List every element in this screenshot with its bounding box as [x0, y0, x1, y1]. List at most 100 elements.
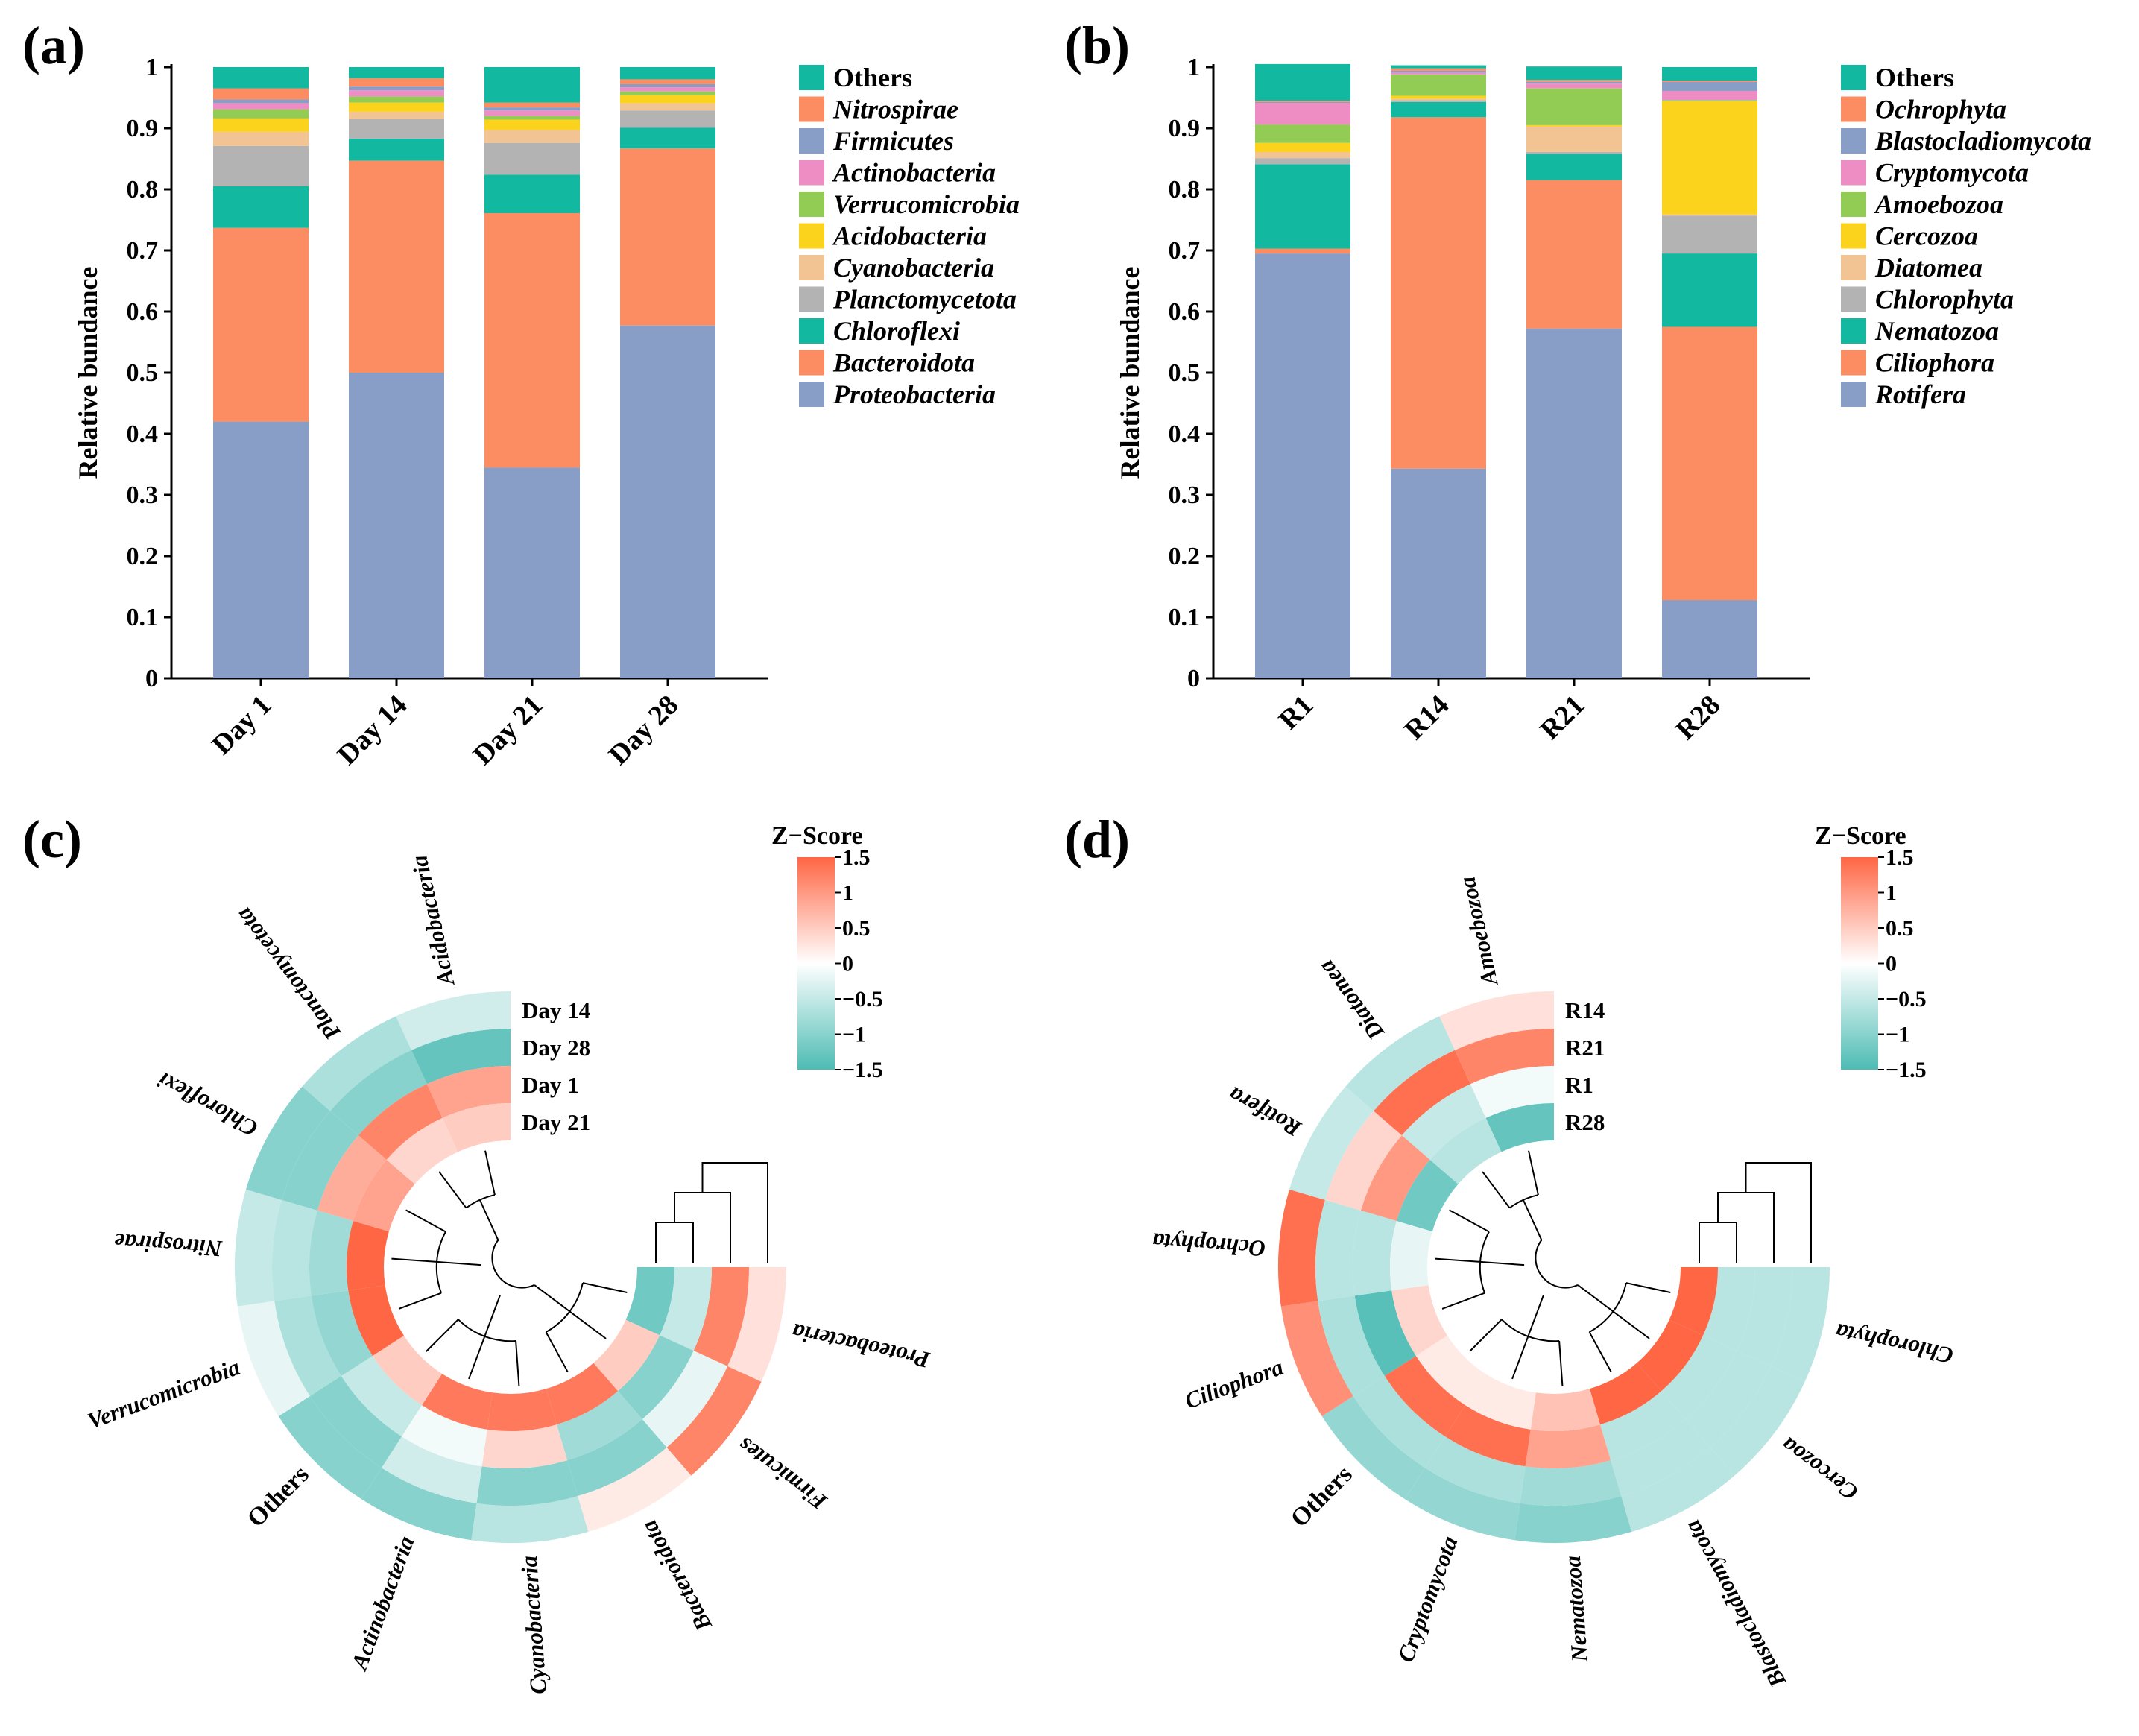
legend-label: Ciliophora: [1875, 348, 1994, 378]
row-dendrogram: [1717, 1192, 1775, 1263]
legend-swatch: [1841, 160, 1866, 186]
heat-cell: [1415, 1335, 1486, 1406]
heat-cell: [281, 1111, 358, 1211]
heat-cell: [1685, 1351, 1772, 1448]
x-tick-label: R28: [1669, 689, 1726, 746]
heat-cell: [1345, 1016, 1456, 1111]
heat-cell: [1324, 1111, 1402, 1211]
colorbar-tick-label: −0.5: [1886, 987, 1927, 1011]
heat-cell: [426, 1066, 511, 1118]
bar-segment-firmicutes: [484, 107, 580, 111]
bar-segment-bacteroidota: [213, 227, 309, 422]
bar-segment-nematozoa: [1526, 154, 1622, 180]
legend-swatch: [799, 128, 824, 154]
bar-segment-cercozoa: [1526, 124, 1622, 127]
column-label: Chlorophyta: [1833, 1319, 1956, 1369]
bar-segment-blastocladiomycota: [1255, 101, 1350, 104]
column-label: Verrucomicrobia: [83, 1354, 243, 1434]
y-tick-label: 0.3: [127, 482, 159, 509]
y-tick-label: 0.9: [1169, 115, 1201, 142]
panel-label: (d): [1064, 809, 1130, 869]
heat-cell: [311, 1290, 373, 1376]
y-tick-label: 0.8: [127, 176, 159, 203]
heat-cell: [1360, 1135, 1430, 1222]
heat-cell: [1439, 991, 1554, 1050]
colorbar-tick-label: −0.5: [842, 987, 883, 1011]
dendrogram-branch: [484, 1295, 501, 1337]
y-tick-label: 1: [1187, 54, 1200, 81]
legend-swatch: [1841, 318, 1866, 344]
heat-cell: [348, 1285, 404, 1356]
legend-swatch: [1841, 96, 1866, 122]
bar-segment-diatomea: [1662, 214, 1757, 216]
colorbar-tick-label: 1.5: [842, 845, 871, 870]
bar-segment-cryptomycota: [1526, 83, 1622, 89]
bar-segment-cyanobacteria: [213, 131, 309, 146]
heat-cell: [476, 1460, 578, 1506]
dendrogram-branch: [484, 1150, 496, 1196]
bar-segment-blastocladiomycota: [1662, 81, 1757, 91]
dendrogram-branch: [468, 1336, 486, 1380]
heat-cell: [1315, 1199, 1361, 1301]
legend-label: Blastocladiomycota: [1874, 126, 2091, 156]
heat-cell: [1485, 1103, 1554, 1152]
bar-segment-ochrophyta: [1391, 68, 1486, 71]
column-label: Ciliophora: [1181, 1354, 1286, 1414]
bar-segment-verrucomicrobia: [213, 109, 309, 119]
bar-segment-planctomycetota: [213, 145, 309, 186]
y-tick-label: 0.1: [127, 604, 159, 631]
legend-swatch: [799, 286, 824, 312]
column-label: Cercozoa: [1776, 1432, 1862, 1506]
bar-segment-others: [213, 67, 309, 89]
legend-label: Amoebozoa: [1874, 189, 2003, 219]
bar-segment-planctomycetota: [484, 142, 580, 175]
bar-segment-others: [1662, 67, 1757, 81]
bar-segment-chloroflexi: [484, 174, 580, 213]
heat-cell: [481, 1424, 568, 1468]
bar-segment-nematozoa: [1662, 253, 1757, 327]
row-dendrogram: [674, 1192, 731, 1263]
heat-cell: [471, 1496, 589, 1544]
legend-swatch: [799, 318, 824, 344]
y-tick-label: 0.5: [1169, 359, 1201, 387]
column-label: Actinobacteria: [346, 1533, 420, 1674]
y-tick-label: 0.8: [1169, 176, 1201, 203]
dendrogram-branch: [398, 1292, 442, 1310]
heat-cell: [358, 1084, 443, 1160]
dendrogram-branch: [478, 1199, 499, 1241]
heat-cell: [381, 1436, 482, 1503]
heat-cell: [625, 1267, 674, 1336]
bar-segment-cyanobacteria: [349, 111, 444, 119]
y-tick-label: 0.6: [127, 298, 159, 326]
column-label: Firmicutes: [733, 1432, 832, 1515]
x-tick-label: Day 21: [467, 689, 549, 771]
dendrogram-branch: [1482, 1171, 1511, 1209]
row-label: Day 21: [522, 1109, 590, 1135]
dendrogram-branch: [1588, 1331, 1612, 1372]
y-axis-title: Relative bundance: [1115, 266, 1145, 479]
x-tick-label: Day 14: [332, 689, 414, 771]
column-label: Diatomea: [1312, 956, 1389, 1046]
y-tick-label: 0.4: [1169, 420, 1201, 448]
bar-segment-cryptomycota: [1255, 103, 1350, 125]
heat-cell: [1611, 1419, 1710, 1497]
column-label: Cyanobacteria: [516, 1555, 552, 1695]
y-tick-label: 1: [145, 54, 158, 81]
legend-label: Cercozoa: [1875, 221, 1978, 251]
heat-cell: [237, 1301, 310, 1417]
row-label: Day 14: [522, 997, 590, 1023]
heat-cell: [353, 1159, 415, 1232]
column-label: Bacteroidota: [636, 1516, 718, 1636]
dendrogram-branch: [405, 1209, 446, 1233]
legend-swatch: [1841, 350, 1866, 376]
dendrogram-branch: [1479, 1260, 1525, 1266]
bar-segment-others: [1526, 66, 1622, 81]
heat-cell: [1374, 1050, 1470, 1136]
bar-segment-cyanobacteria: [620, 103, 715, 111]
heat-cell: [411, 1029, 511, 1085]
row-dendrogram: [701, 1162, 768, 1263]
bar-segment-acidobacteria: [349, 102, 444, 112]
column-label: Rotifera: [1224, 1082, 1306, 1143]
bar-segment-chloroflexi: [620, 127, 715, 149]
